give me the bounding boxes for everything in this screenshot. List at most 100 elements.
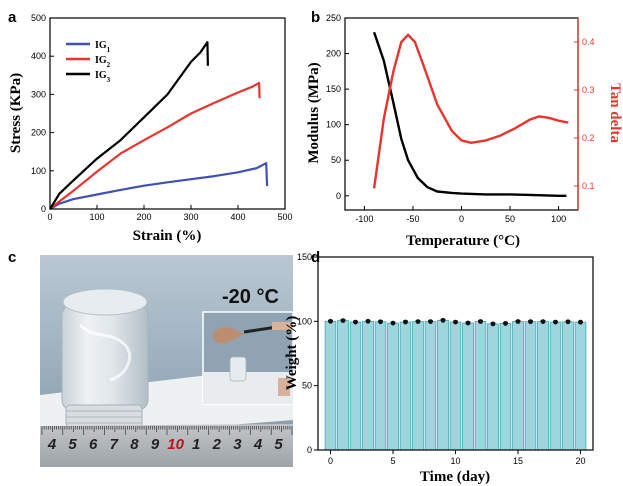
ruler-number: 8 [130,436,139,453]
weight-retention-chart: 0 5 10 15 20 0 50 100 150 Time (day) Weight (%) [284,252,594,485]
d-x-tick-label: 5 [390,456,395,466]
d-data-point [490,321,496,327]
a-legend-label-1: IG1 [95,40,111,54]
d-data-point [515,319,521,324]
a-y-tick-label: 100 [31,166,46,176]
d-data-point [528,319,533,325]
d-data-point [578,319,583,325]
b-y-tick-label: 150 [326,84,341,94]
ruler-number: 5 [274,436,283,453]
b-y-tick-label: 250 [326,13,341,23]
d-bar [374,321,387,451]
ruler-number: 5 [68,436,77,453]
a-x-tick-label: 200 [136,212,151,222]
d-bar [512,321,524,451]
d-bar [437,319,449,451]
inset-small-bottle [229,356,247,382]
a-y-tick-label: 0 [41,204,46,214]
b-y-axis-label: Modulus (MPa) [306,62,322,163]
b-y2-axis-label: Tan delta [607,83,623,143]
d-data-point [465,320,471,326]
b-x-tick-label: 50 [505,214,515,224]
a-plot-frame [49,17,286,210]
b-lines [372,31,569,197]
d-data-point [553,319,558,325]
b-modulus-line [372,31,567,197]
d-x-tick-label: 0 [328,456,333,466]
d-bar [337,320,349,451]
b-y-tick-label: 100 [326,120,341,130]
d-bar [574,321,587,451]
b-ticks: -100 -50 0 50 100 0 50 100 150 200 250 0.1 0.2 0.3 0.4 [326,13,595,224]
ruler-number: 1 [192,436,200,453]
ruler-number: 7 [110,436,119,453]
d-data-point [565,319,571,325]
b-y-tick-label: 200 [326,49,341,59]
bottle-neck [65,404,143,428]
d-x-tick-label: 15 [513,456,523,466]
d-bar [449,321,462,451]
ruler-ticks [41,426,293,435]
d-x-tick-label: 10 [450,456,460,466]
d-data-point [390,320,396,326]
d-data-point [503,321,508,326]
d-x-axis-label: Time (day) [420,469,490,485]
ruler-number: 10 [167,436,184,453]
dma-chart: -100 -50 0 50 100 0 50 100 150 200 250 0.1 0.2 0.3 0.4… [306,13,623,249]
d-bar [324,320,337,451]
ruler-number: 4 [47,436,57,453]
a-y-tick-label: 300 [31,89,46,99]
a-y-tick-label: 400 [31,51,46,61]
inset-gel-strip [212,327,244,344]
panel-letter-c: c [8,249,16,266]
a-series-line-2 [49,81,261,210]
d-bar [412,321,424,451]
d-plot-frame [317,256,594,451]
frozen-bottle [61,304,149,411]
hydrogel-photo: -20 °C 4 5 6 7 8 9 10 1 2 3 4 5 [40,255,294,467]
d-y-axis-label: Weight (%) [284,316,300,391]
a-x-tick-label: 400 [230,212,245,222]
d-bar [399,321,412,451]
a-legend-label-3: IG3 [95,70,111,84]
ruler-number: 6 [89,436,98,453]
d-bar [424,321,437,451]
d-data-point [478,319,483,324]
d-bar [487,323,499,451]
photo-temperature-label: -20 °C [222,286,279,308]
a-lines [49,41,269,210]
d-bar [462,322,474,451]
d-x-tick-label: 20 [575,456,585,466]
ruler-numbers: 4 5 6 7 8 9 10 1 2 3 4 5 [47,436,284,453]
a-series-line-1 [49,162,269,210]
panel-letter-b: b [311,9,320,26]
a-x-tick-label: 300 [183,212,198,222]
b-x-tick-label: -100 [355,214,373,224]
b-y2-tick-label: 0.4 [582,37,595,47]
a-y-tick-label: 200 [31,128,46,138]
d-data-point [340,318,346,323]
inset-hand [272,322,293,330]
a-x-tick-label: 0 [47,212,52,222]
a-series-line-3 [49,41,209,210]
inset-finger [278,378,290,396]
b-y2-tick-label: 0.1 [582,181,595,191]
a-x-axis-label: Strain (%) [133,228,202,244]
d-y-tick-label: 150 [297,252,312,262]
d-ticks: 0 5 10 15 20 0 50 100 150 [297,252,586,466]
ruler-number: 3 [233,436,242,453]
frost-highlight [78,323,131,382]
b-y-tick-label: 50 [331,155,341,165]
d-data-point [403,319,408,325]
a-x-tick-label: 500 [277,212,292,222]
d-bar [562,321,574,451]
d-data-point [378,319,383,325]
d-y-tick-label: 100 [297,316,312,326]
a-y-axis-label: Stress (KPa) [8,73,24,153]
d-bar [499,322,512,451]
b-tan-delta-line [372,33,569,189]
d-bars [324,317,587,451]
d-bar [387,322,399,451]
frozen-bottle-top [62,288,148,316]
